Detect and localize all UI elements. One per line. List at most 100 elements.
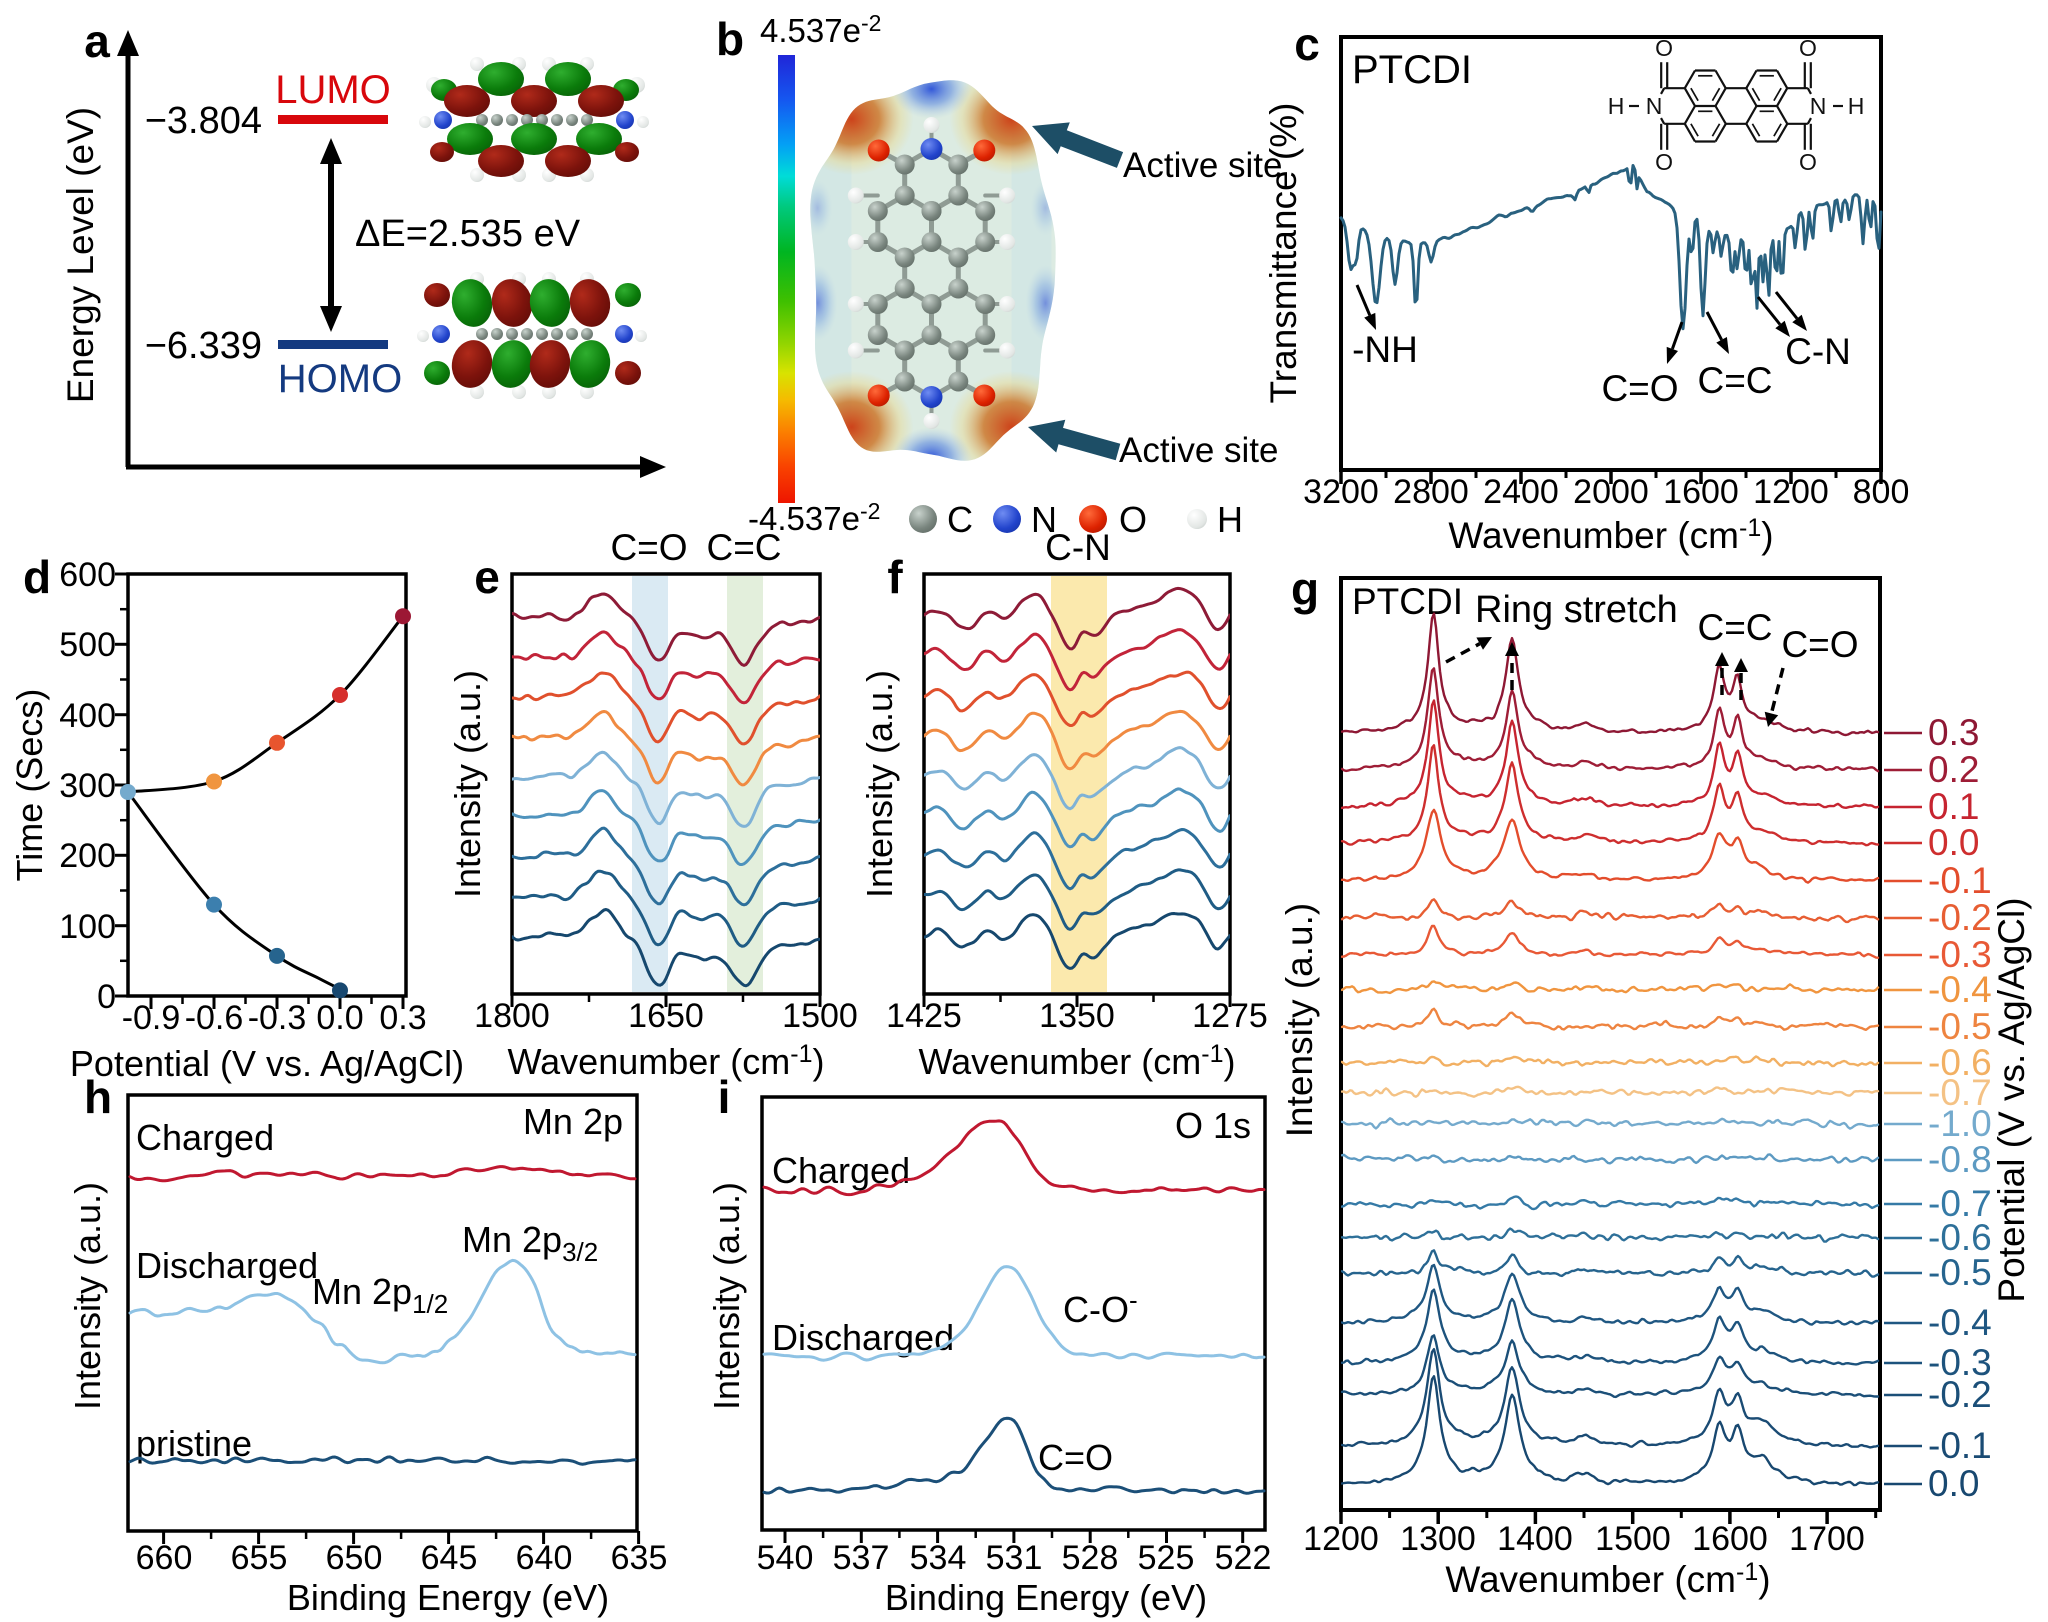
svg-text:-0.4: -0.4 — [1928, 1302, 1992, 1343]
svg-text:g: g — [1291, 563, 1319, 615]
svg-text:H: H — [1848, 93, 1865, 119]
svg-text:2000: 2000 — [1573, 473, 1649, 511]
svg-text:1200: 1200 — [1753, 473, 1829, 511]
svg-text:−3.804: −3.804 — [145, 100, 262, 142]
svg-text:-0.3: -0.3 — [1928, 934, 1992, 975]
svg-text:-1.0: -1.0 — [1928, 1103, 1992, 1144]
svg-text:1600: 1600 — [1663, 473, 1739, 511]
svg-text:100: 100 — [59, 908, 116, 946]
svg-text:Wavenumber (cm-1): Wavenumber (cm-1) — [919, 1040, 1236, 1082]
svg-text:Intensity (a.u.): Intensity (a.u.) — [1279, 903, 1320, 1137]
svg-text:534: 534 — [910, 1539, 967, 1577]
svg-text:-0.8: -0.8 — [1928, 1139, 1992, 1180]
svg-text:1200: 1200 — [1303, 1520, 1379, 1558]
svg-text:-0.5: -0.5 — [1928, 1006, 1992, 1047]
svg-text:Mn 2p: Mn 2p — [523, 1101, 623, 1142]
svg-text:Ring stretch: Ring stretch — [1475, 589, 1678, 631]
svg-text:Wavenumber (cm-1): Wavenumber (cm-1) — [508, 1040, 825, 1082]
svg-text:O: O — [1799, 149, 1817, 175]
svg-text:0.0: 0.0 — [1928, 1463, 1979, 1504]
svg-text:PTCDI: PTCDI — [1352, 48, 1472, 92]
svg-text:-0.5: -0.5 — [1928, 1252, 1992, 1293]
svg-text:650: 650 — [326, 1539, 383, 1577]
svg-text:300: 300 — [59, 767, 116, 805]
svg-text:N: N — [1810, 93, 1827, 119]
svg-text:Charged: Charged — [136, 1117, 274, 1158]
svg-text:1600: 1600 — [1692, 1520, 1768, 1558]
svg-text:660: 660 — [136, 1539, 193, 1577]
svg-text:-0.2: -0.2 — [1928, 897, 1992, 938]
svg-text:h: h — [84, 1071, 112, 1123]
svg-text:-0.1: -0.1 — [1928, 860, 1992, 901]
svg-text:1300: 1300 — [1400, 1520, 1476, 1558]
svg-text:f: f — [887, 551, 903, 603]
svg-text:2400: 2400 — [1483, 473, 1559, 511]
svg-text:Wavenumber (cm-1): Wavenumber (cm-1) — [1448, 514, 1773, 556]
svg-text:H: H — [1608, 93, 1625, 119]
svg-text:Intensity (a.u.): Intensity (a.u.) — [447, 670, 488, 898]
svg-text:O 1s: O 1s — [1175, 1105, 1251, 1146]
svg-text:1700: 1700 — [1789, 1520, 1865, 1558]
svg-text:d: d — [23, 551, 51, 603]
svg-text:400: 400 — [59, 697, 116, 735]
svg-text:1350: 1350 — [1039, 997, 1115, 1035]
svg-text:C-O-: C-O- — [1063, 1285, 1138, 1330]
svg-text:645: 645 — [421, 1539, 478, 1577]
svg-text:C=C: C=C — [1697, 607, 1772, 648]
svg-text:-0.3: -0.3 — [248, 999, 307, 1037]
svg-text:3200: 3200 — [1303, 473, 1379, 511]
svg-text:C=C: C=C — [1697, 360, 1772, 401]
svg-text:528: 528 — [1062, 1539, 1119, 1577]
svg-text:C=O: C=O — [610, 527, 687, 568]
svg-text:Transmittance (%): Transmittance (%) — [1263, 103, 1304, 404]
svg-text:Active site: Active site — [1119, 431, 1279, 470]
svg-text:Intensity (a.u.): Intensity (a.u.) — [706, 1182, 747, 1410]
svg-text:a: a — [84, 15, 110, 67]
svg-text:LUMO: LUMO — [275, 68, 391, 112]
svg-text:Intensity (a.u.): Intensity (a.u.) — [67, 1182, 108, 1410]
svg-text:522: 522 — [1215, 1539, 1272, 1577]
svg-text:1425: 1425 — [886, 997, 962, 1035]
svg-text:-0.7: -0.7 — [1928, 1072, 1992, 1113]
svg-text:O: O — [1799, 35, 1817, 61]
svg-text:O: O — [1655, 149, 1673, 175]
svg-text:N: N — [1646, 93, 1663, 119]
svg-text:0.2: 0.2 — [1928, 749, 1979, 790]
svg-text:-0.3: -0.3 — [1928, 1342, 1992, 1383]
svg-text:-0.9: -0.9 — [122, 999, 181, 1037]
svg-text:Binding Energy (eV): Binding Energy (eV) — [885, 1577, 1207, 1618]
svg-text:C=O: C=O — [1038, 1437, 1113, 1478]
svg-text:O: O — [1119, 499, 1147, 540]
svg-text:C=O: C=O — [1601, 368, 1678, 409]
svg-text:Discharged: Discharged — [772, 1317, 954, 1358]
svg-text:1650: 1650 — [628, 997, 704, 1035]
svg-text:1800: 1800 — [474, 997, 550, 1035]
svg-text:Energy Level (eV): Energy Level (eV) — [60, 107, 101, 403]
svg-text:0.0: 0.0 — [316, 999, 363, 1037]
svg-text:c: c — [1294, 18, 1320, 70]
svg-text:800: 800 — [1853, 473, 1910, 511]
svg-text:0.0: 0.0 — [1928, 822, 1979, 863]
svg-text:-0.1: -0.1 — [1928, 1425, 1992, 1466]
svg-text:655: 655 — [231, 1539, 288, 1577]
svg-text:0.3: 0.3 — [379, 999, 426, 1037]
svg-text:537: 537 — [833, 1539, 890, 1577]
svg-text:b: b — [716, 13, 744, 65]
svg-text:-0.7: -0.7 — [1928, 1183, 1992, 1224]
svg-text:Active site: Active site — [1123, 146, 1283, 185]
svg-text:1275: 1275 — [1192, 997, 1268, 1035]
svg-text:O: O — [1655, 35, 1673, 61]
svg-text:C=C: C=C — [706, 527, 781, 568]
svg-text:Intensity (a.u.): Intensity (a.u.) — [859, 670, 900, 898]
svg-text:C=O: C=O — [1781, 624, 1858, 665]
svg-text:525: 525 — [1138, 1539, 1195, 1577]
svg-text:635: 635 — [611, 1539, 668, 1577]
svg-text:Time (Secs): Time (Secs) — [9, 689, 50, 882]
svg-text:-0.6: -0.6 — [1928, 1042, 1992, 1083]
svg-text:531: 531 — [986, 1539, 1043, 1577]
svg-text:e: e — [474, 551, 500, 603]
svg-text:Binding Energy (eV): Binding Energy (eV) — [287, 1577, 609, 1618]
svg-text:Discharged: Discharged — [136, 1245, 318, 1286]
svg-text:2800: 2800 — [1393, 473, 1469, 511]
svg-text:0.3: 0.3 — [1928, 712, 1979, 753]
